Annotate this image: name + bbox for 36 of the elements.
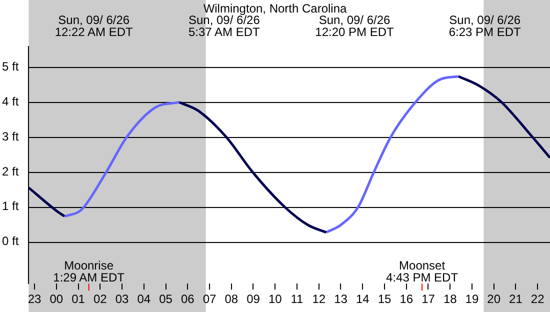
x-tick-label: 09 [246, 292, 260, 306]
x-tick-label: 19 [465, 292, 479, 306]
x-tick-label: 03 [115, 292, 129, 306]
x-tick-label: 23 [28, 292, 42, 306]
text: Sun, 09/ 6/26 6:23 PM EDT [448, 13, 522, 39]
x-tick-label: 16 [400, 292, 414, 306]
x-tick-label: 12 [312, 292, 326, 306]
x-tick-label: 00 [50, 292, 64, 306]
ref-line-label: Moonrise 1:29 AM EDT [53, 258, 126, 285]
ref-line-label: Moonset 4:43 PM EDT [386, 258, 459, 285]
x-tick-label: 01 [72, 292, 86, 306]
y-tick-label: 5 ft [2, 60, 20, 74]
y-tick-label: 0 ft [2, 234, 20, 248]
x-tick-label: 14 [356, 292, 370, 306]
x-tick-label: 10 [268, 292, 282, 306]
x-tick-label: 17 [422, 292, 436, 306]
x-tick-label: 22 [530, 292, 545, 306]
y-tick-label: 1 ft [2, 199, 20, 214]
chart-title: Wilmington, North Carolina [203, 2, 348, 16]
text: Sun, 09/ 6/26 12:22 AM EDT [54, 13, 134, 39]
x-tick-label: 11 [290, 292, 304, 306]
x-tick-label: 08 [224, 292, 238, 306]
x-tick-label: 13 [334, 292, 348, 306]
x-tick-label: 02 [93, 292, 108, 306]
x-tick-label: 06 [180, 292, 195, 306]
x-tick-label: 20 [487, 292, 501, 306]
x-tick-label: 21 [509, 292, 523, 306]
x-tick-label: 15 [378, 292, 392, 306]
x-tick-label: 04 [137, 292, 151, 306]
y-tick-label: 4 ft [2, 94, 20, 109]
x-tick-label: 18 [443, 292, 458, 306]
y-tick-label: 3 ft [2, 129, 20, 144]
y-tick-label: 2 ft [2, 164, 20, 178]
x-tick-label: 05 [159, 292, 173, 306]
x-tick-label: 07 [202, 292, 216, 306]
text: Sun, 09/ 6/26 12:20 PM EDT [315, 13, 395, 39]
